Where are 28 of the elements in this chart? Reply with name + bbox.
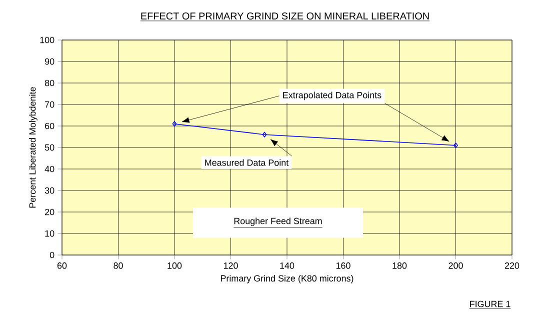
x-tick-label: 180: [392, 262, 407, 269]
y-tick-label: 10: [45, 230, 54, 237]
x-tick-label: 140: [280, 262, 294, 269]
annotation: Extrapolated Data Points: [283, 92, 382, 100]
x-tick-label: 120: [224, 262, 238, 269]
x-axis-title: Primary Grind Size (K80 microns): [220, 274, 354, 284]
x-tick-label: 100: [168, 262, 182, 269]
y-tick-label: 40: [44, 166, 54, 172]
y-tick-label: 80: [44, 80, 54, 86]
y-tick-label: 70: [45, 101, 54, 108]
y-tick-label: 100: [40, 36, 54, 44]
chart-title: EFFECT OF PRIMARY GRIND SIZE ON MINERAL LIBERATION: [141, 12, 429, 20]
annotation: Rougher Feed Stream: [234, 218, 322, 226]
y-tick-label: 90: [45, 58, 54, 65]
y-tick-label: 50: [44, 144, 54, 151]
y-tick-label: 0: [50, 252, 54, 258]
caption: FIGURE 1: [470, 300, 510, 308]
annotation: Measured Data Point: [205, 159, 289, 166]
y-tick-label: 30: [44, 187, 54, 194]
y-tick-label: 20: [45, 208, 54, 216]
x-tick-label: 80: [114, 262, 123, 269]
y-tick-label: 60: [45, 122, 54, 130]
x-tick-label: 60: [57, 262, 67, 269]
point: [262, 132, 267, 138]
x-tick-label: 200: [448, 262, 463, 269]
x-tick-label: 220: [504, 262, 520, 269]
y-axis-title: Percent Liberated Molybdenite: [29, 87, 38, 208]
x-tick-label: 160: [336, 262, 350, 269]
